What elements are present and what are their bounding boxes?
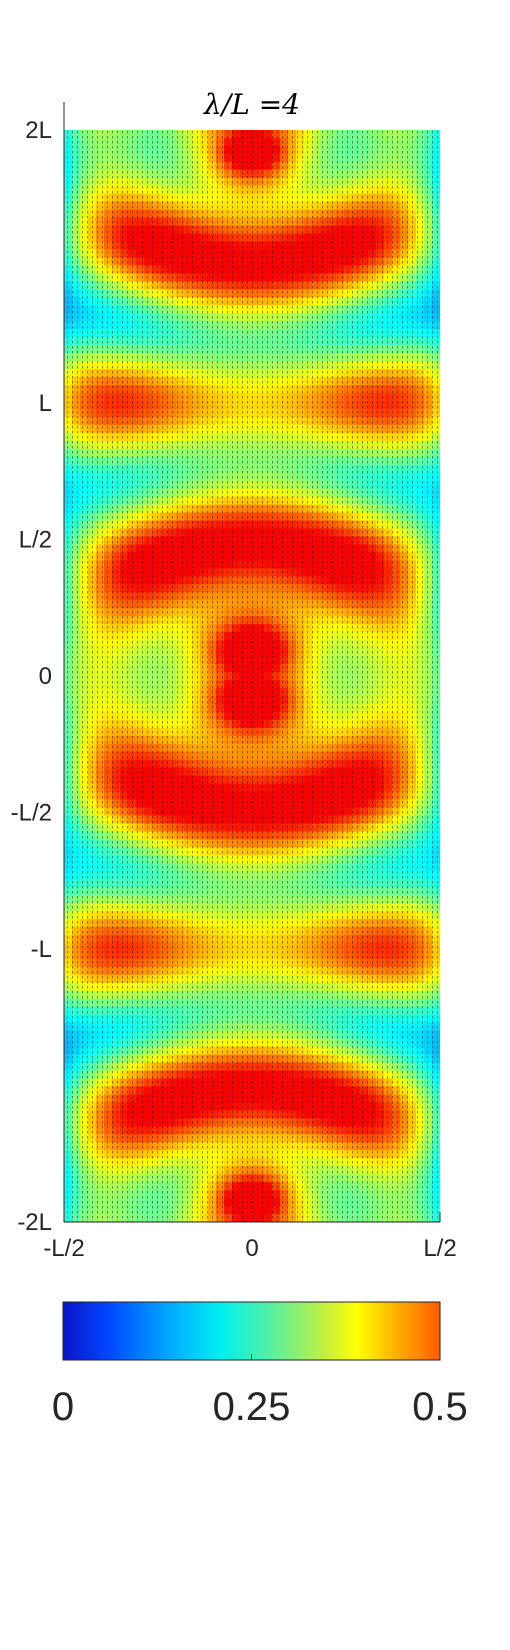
- plot-area: [63, 102, 441, 1223]
